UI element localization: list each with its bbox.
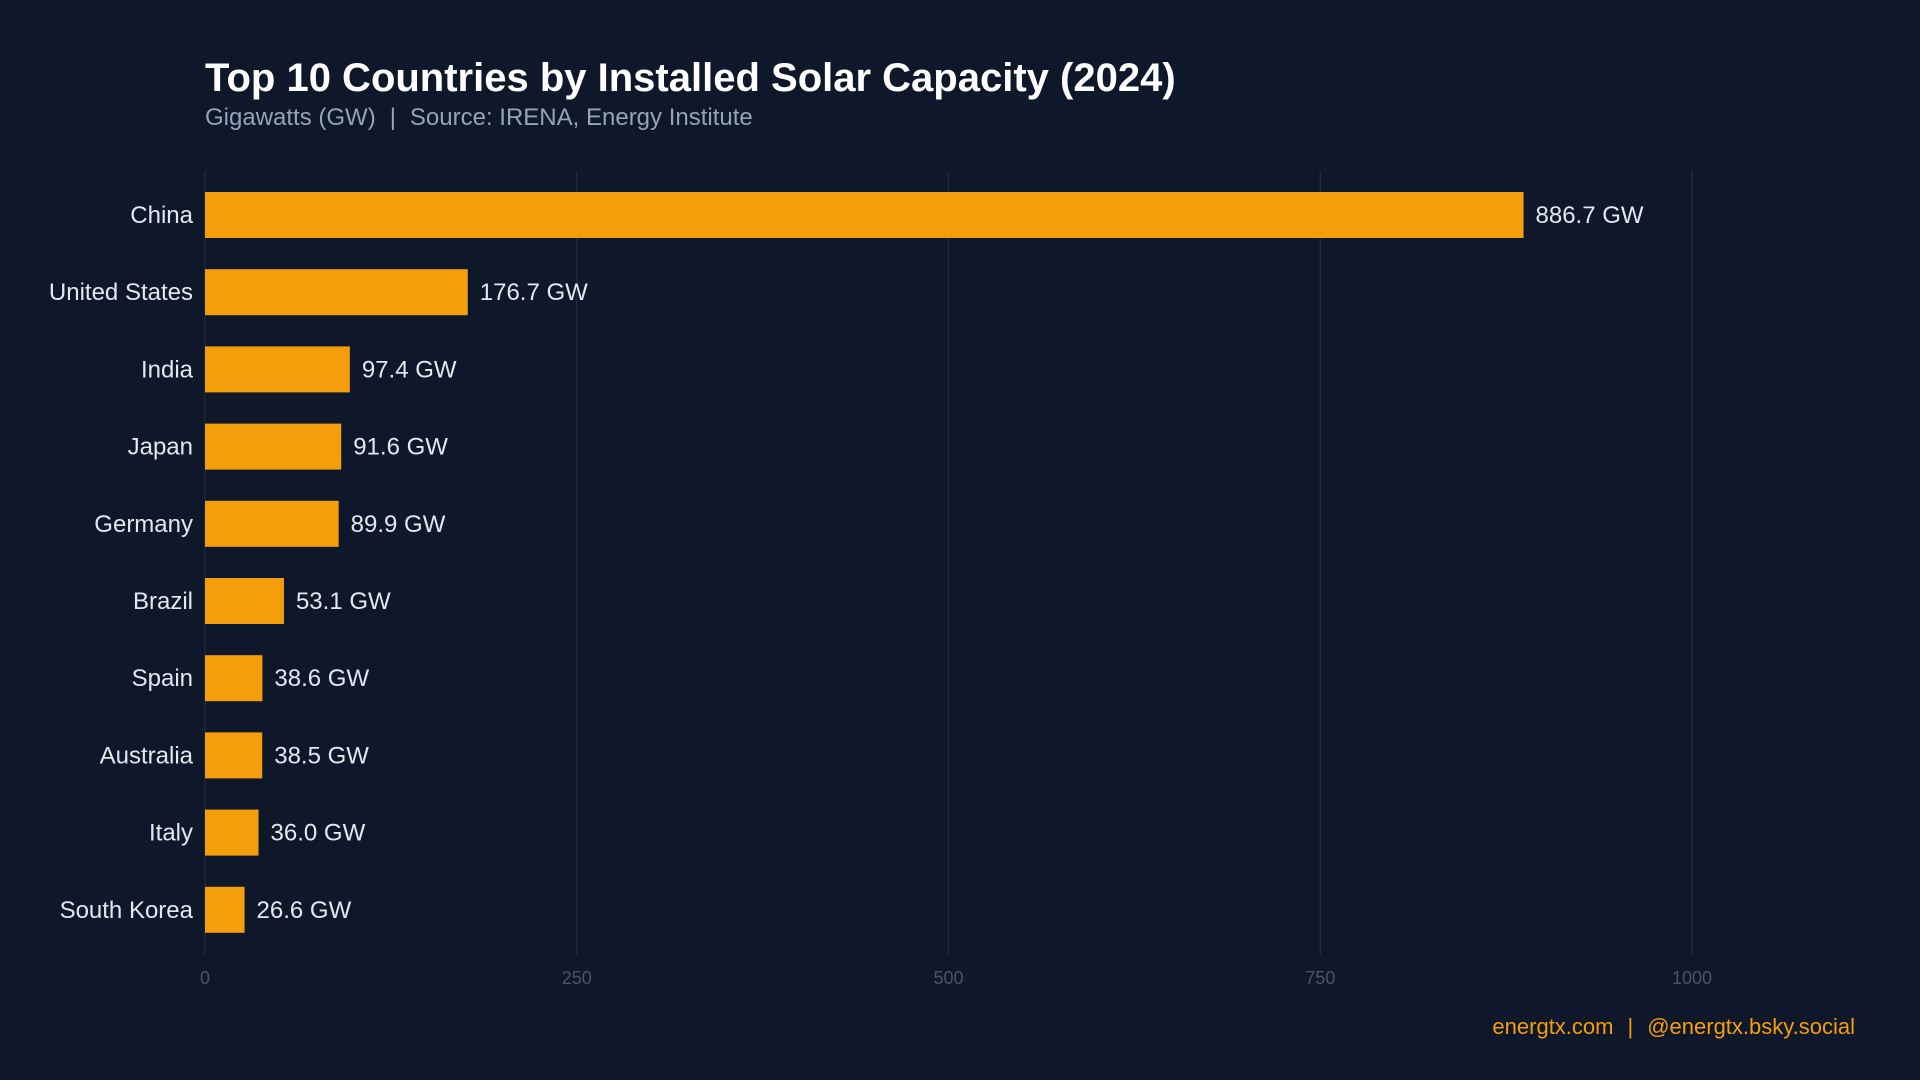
category-label: Germany bbox=[94, 511, 193, 538]
footer-site: energtx.com bbox=[1492, 1014, 1614, 1039]
x-tick-label: 250 bbox=[562, 968, 592, 988]
value-label: 97.4 GW bbox=[362, 356, 457, 383]
category-label: Spain bbox=[132, 665, 193, 692]
bar bbox=[205, 346, 350, 393]
footer-credits: energtx.com | @energtx.bsky.social bbox=[1492, 1014, 1855, 1040]
footer-separator: | bbox=[1627, 1014, 1634, 1039]
value-label: 36.0 GW bbox=[271, 820, 366, 847]
x-tick-label: 0 bbox=[200, 968, 210, 988]
value-label: 89.9 GW bbox=[351, 511, 446, 538]
value-label: 38.6 GW bbox=[274, 665, 369, 692]
bar bbox=[205, 732, 263, 779]
subtitle-source: Source: IRENA, Energy Institute bbox=[409, 104, 753, 131]
bar bbox=[205, 655, 263, 702]
bar bbox=[205, 423, 342, 470]
chart-subtitle: Gigawatts (GW) | Source: IRENA, Energy Ins… bbox=[205, 104, 753, 132]
bar bbox=[205, 269, 468, 316]
category-label: Australia bbox=[100, 742, 194, 769]
x-tick-label: 750 bbox=[1305, 968, 1335, 988]
category-label: Brazil bbox=[133, 588, 193, 615]
footer-social: @energtx.bsky.social bbox=[1647, 1014, 1855, 1039]
category-label: United States bbox=[49, 279, 193, 306]
bar bbox=[205, 809, 259, 856]
value-label: 38.5 GW bbox=[274, 742, 369, 769]
value-label: 26.6 GW bbox=[257, 897, 352, 924]
category-label: Japan bbox=[128, 434, 193, 461]
category-label: China bbox=[130, 202, 193, 229]
x-tick-label: 500 bbox=[933, 968, 963, 988]
category-label: India bbox=[141, 356, 194, 383]
bar bbox=[205, 192, 1524, 238]
x-tick-label: 1000 bbox=[1672, 968, 1712, 988]
category-label: South Korea bbox=[60, 897, 194, 924]
value-label: 886.7 GW bbox=[1536, 202, 1644, 229]
value-label: 53.1 GW bbox=[296, 588, 391, 615]
value-label: 176.7 GW bbox=[480, 279, 588, 306]
subtitle-unit: Gigawatts (GW) bbox=[205, 104, 376, 131]
value-label: 91.6 GW bbox=[353, 434, 448, 461]
bar bbox=[205, 500, 339, 547]
subtitle-separator: | bbox=[389, 104, 396, 131]
bar bbox=[205, 578, 284, 624]
bar bbox=[205, 886, 245, 933]
category-label: Italy bbox=[149, 820, 193, 847]
chart-title: Top 10 Countries by Installed Solar Capa… bbox=[205, 56, 1176, 100]
